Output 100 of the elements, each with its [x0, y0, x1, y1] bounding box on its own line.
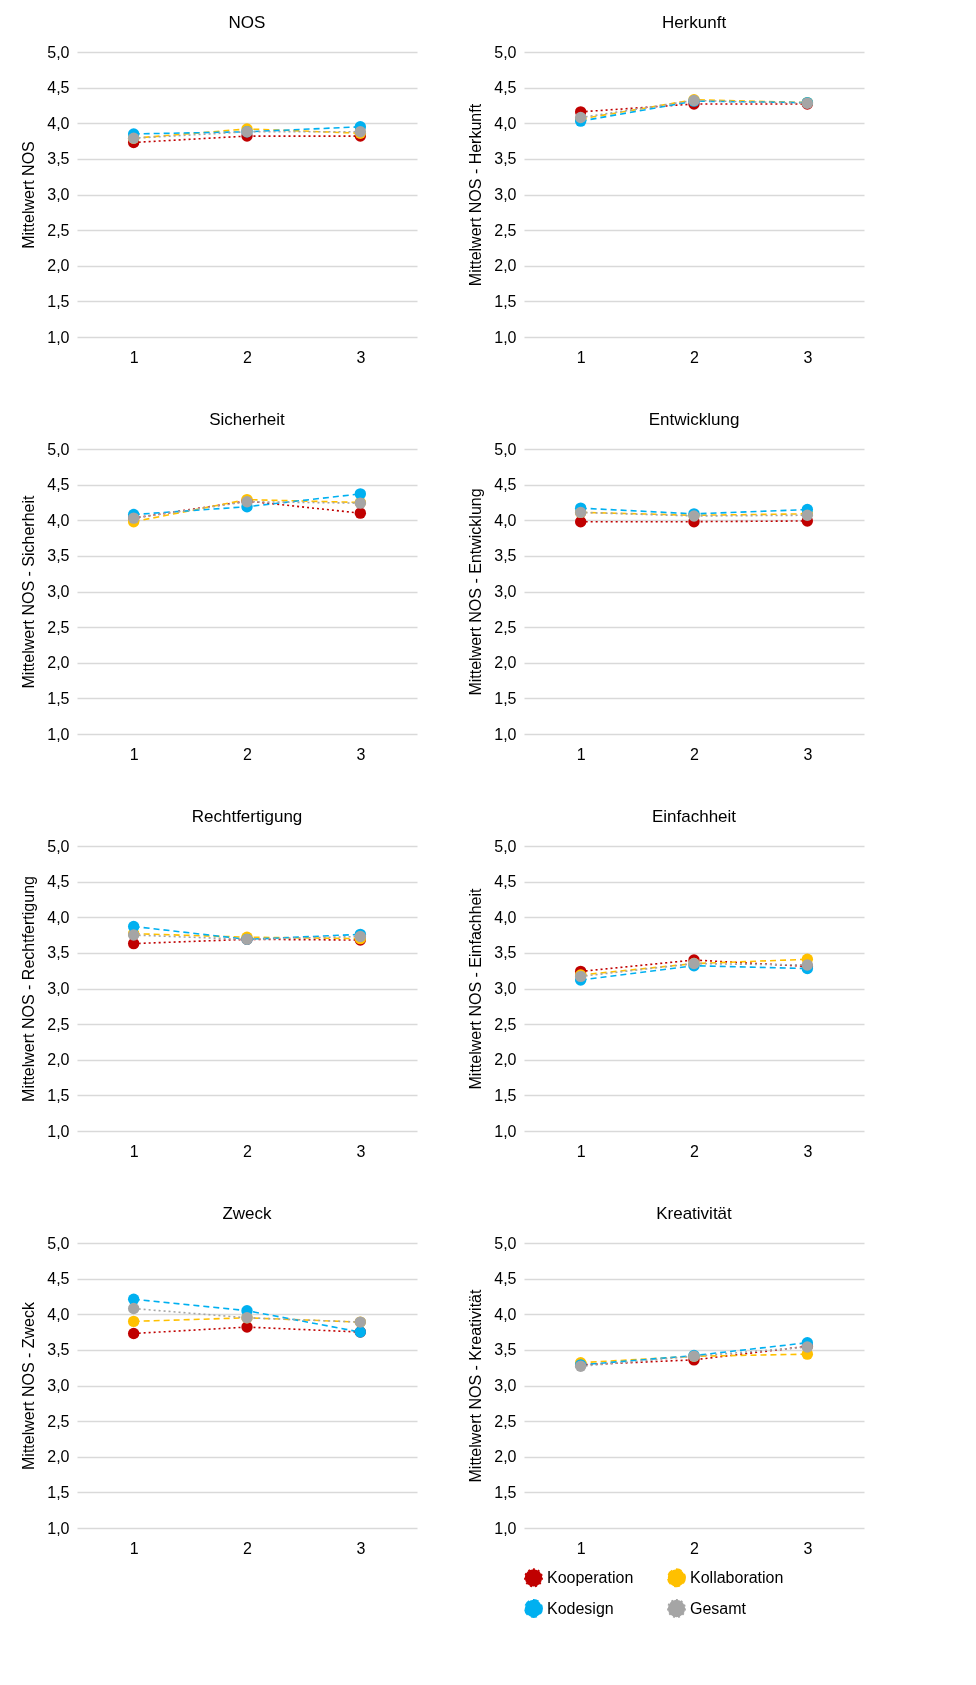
- y-tick-label: 2,0: [494, 1448, 517, 1466]
- y-tick-label: 5,0: [494, 837, 517, 855]
- y-tick-label: 3,5: [494, 944, 517, 962]
- y-tick-label: 5,0: [494, 1234, 517, 1252]
- y-axis-title: Mittelwert NOS - Sicherheit: [20, 494, 38, 689]
- chart-title: Einfachheit: [651, 807, 737, 826]
- y-tick-label: 3,5: [47, 1341, 70, 1359]
- y-tick-label: 3,5: [47, 150, 70, 168]
- y-tick-label: 2,0: [47, 1051, 70, 1069]
- chart-title: Sicherheit: [209, 410, 286, 429]
- y-tick-label: 3,0: [494, 1377, 517, 1394]
- y-tick-label: 2,5: [494, 1015, 517, 1033]
- x-tick-label: 2: [243, 1539, 253, 1557]
- x-tick-label: 2: [690, 348, 700, 366]
- y-tick-label: 3,5: [47, 944, 70, 962]
- y-axis-title: Mittelwert NOS - Herkunft: [467, 103, 485, 287]
- x-tick-label: 1: [576, 1142, 586, 1160]
- y-tick-label: 4,0: [494, 114, 517, 132]
- y-tick-label: 2,5: [494, 1412, 517, 1430]
- y-tick-label: 1,0: [494, 1519, 517, 1537]
- y-tick-label: 4,0: [494, 908, 517, 926]
- y-tick-label: 2,5: [47, 1015, 70, 1033]
- y-tick-label: 5,0: [494, 43, 517, 61]
- y-axis-title: Mittelwert NOS - Zweck: [20, 1300, 38, 1471]
- y-tick-label: 2,5: [47, 618, 70, 636]
- y-tick-label: 1,0: [47, 328, 70, 346]
- chart-title: NOS: [228, 13, 266, 32]
- y-tick-label: 4,5: [494, 873, 517, 891]
- y-tick-label: 4,0: [47, 511, 70, 529]
- x-tick-label: 2: [690, 1142, 700, 1160]
- y-tick-label: 3,0: [47, 186, 70, 203]
- y-tick-label: 3,0: [494, 186, 517, 203]
- y-tick-label: 5,0: [47, 440, 70, 458]
- y-tick-label: 3,5: [47, 547, 70, 565]
- y-tick-label: 4,5: [47, 79, 70, 97]
- chart-title: Zweck: [222, 1204, 273, 1223]
- y-tick-label: 1,5: [47, 689, 70, 707]
- legend-label: Gesamt: [690, 1599, 747, 1617]
- y-tick-label: 1,5: [494, 292, 517, 310]
- x-tick-label: 1: [129, 745, 139, 763]
- y-tick-label: 2,0: [47, 654, 70, 672]
- x-tick-label: 3: [356, 745, 366, 763]
- x-tick-label: 2: [690, 1539, 700, 1557]
- y-tick-label: 4,5: [494, 79, 517, 97]
- y-tick-label: 4,5: [47, 476, 70, 494]
- legend-label: Kollaboration: [690, 1568, 784, 1586]
- y-tick-label: 5,0: [47, 1234, 70, 1252]
- x-tick-label: 2: [243, 745, 253, 763]
- y-tick-label: 4,0: [47, 1305, 70, 1323]
- x-tick-label: 3: [803, 745, 813, 763]
- y-tick-label: 1,0: [494, 328, 517, 346]
- y-tick-label: 2,5: [47, 1412, 70, 1430]
- y-tick-label: 4,0: [47, 908, 70, 926]
- x-tick-label: 3: [803, 1142, 813, 1160]
- y-tick-label: 1,0: [47, 1519, 70, 1537]
- x-tick-label: 1: [576, 1539, 586, 1557]
- y-tick-label: 4,5: [494, 476, 517, 494]
- y-tick-label: 1,0: [47, 725, 70, 743]
- y-tick-label: 3,5: [494, 1341, 517, 1359]
- x-tick-label: 2: [243, 1142, 253, 1160]
- y-axis-title: Mittelwert NOS - Einfachheit: [467, 887, 485, 1090]
- x-tick-label: 2: [243, 348, 253, 366]
- x-tick-label: 1: [576, 745, 586, 763]
- x-tick-label: 3: [803, 348, 813, 366]
- x-tick-label: 3: [356, 348, 366, 366]
- chart-title: Herkunft: [661, 13, 727, 32]
- chart-title: Entwicklung: [648, 410, 740, 429]
- y-axis-title: Mittelwert NOS - Entwicklung: [467, 488, 485, 696]
- y-tick-label: 1,0: [494, 725, 517, 743]
- y-axis-title: Mittelwert NOS - Rechtfertigung: [20, 876, 38, 1102]
- legend-label: Kooperation: [547, 1568, 634, 1586]
- y-tick-label: 4,5: [494, 1270, 517, 1288]
- y-tick-label: 1,5: [494, 1086, 517, 1104]
- y-tick-label: 3,0: [47, 1377, 70, 1394]
- y-tick-label: 2,0: [494, 654, 517, 672]
- y-tick-label: 4,5: [47, 1270, 70, 1288]
- y-tick-label: 4,0: [494, 1305, 517, 1323]
- y-tick-label: 3,5: [494, 547, 517, 565]
- y-tick-label: 1,5: [47, 1086, 70, 1104]
- y-tick-label: 4,0: [494, 511, 517, 529]
- y-tick-label: 1,5: [494, 1483, 517, 1501]
- x-tick-label: 1: [576, 348, 586, 366]
- y-tick-label: 3,0: [494, 583, 517, 600]
- legend-label: Kodesign: [547, 1599, 614, 1617]
- y-tick-label: 2,0: [494, 1051, 517, 1069]
- y-tick-label: 4,5: [47, 873, 70, 891]
- y-tick-label: 5,0: [47, 837, 70, 855]
- y-tick-label: 2,0: [47, 1448, 70, 1466]
- y-tick-label: 3,0: [47, 980, 70, 997]
- x-tick-label: 3: [356, 1142, 366, 1160]
- y-tick-label: 2,5: [494, 618, 517, 636]
- y-axis-title: Mittelwert NOS - Kreativität: [467, 1288, 485, 1483]
- y-tick-label: 3,5: [494, 150, 517, 168]
- y-tick-label: 3,0: [494, 980, 517, 997]
- chart-title: Rechtfertigung: [191, 807, 303, 826]
- y-tick-label: 1,0: [494, 1122, 517, 1140]
- chart-title: Kreativität: [656, 1204, 733, 1223]
- x-tick-label: 2: [690, 745, 700, 763]
- y-tick-label: 1,5: [494, 689, 517, 707]
- y-axis-title: Mittelwert NOS: [20, 141, 38, 249]
